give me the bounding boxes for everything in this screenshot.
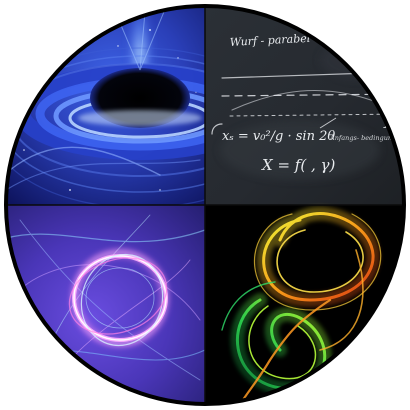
plasma-ring-quadrant (6, 205, 206, 404)
chalkboard-quadrant: Wurf - parabel xₛ = v₀²/g · sin 2θ Anfan… (205, 6, 404, 205)
emblem-border (4, 4, 406, 406)
chalk-side-note: Anfangs- bedingungen (329, 134, 404, 142)
chalk-equation-function: X = f( , γ) (261, 156, 335, 174)
attractor-quadrant (205, 205, 404, 404)
chalk-equation-range: xₛ = v₀²/g · sin 2θ (222, 129, 335, 144)
chalk-heading: Wurf - parabel (229, 32, 311, 49)
plasma-ring (68, 253, 168, 347)
